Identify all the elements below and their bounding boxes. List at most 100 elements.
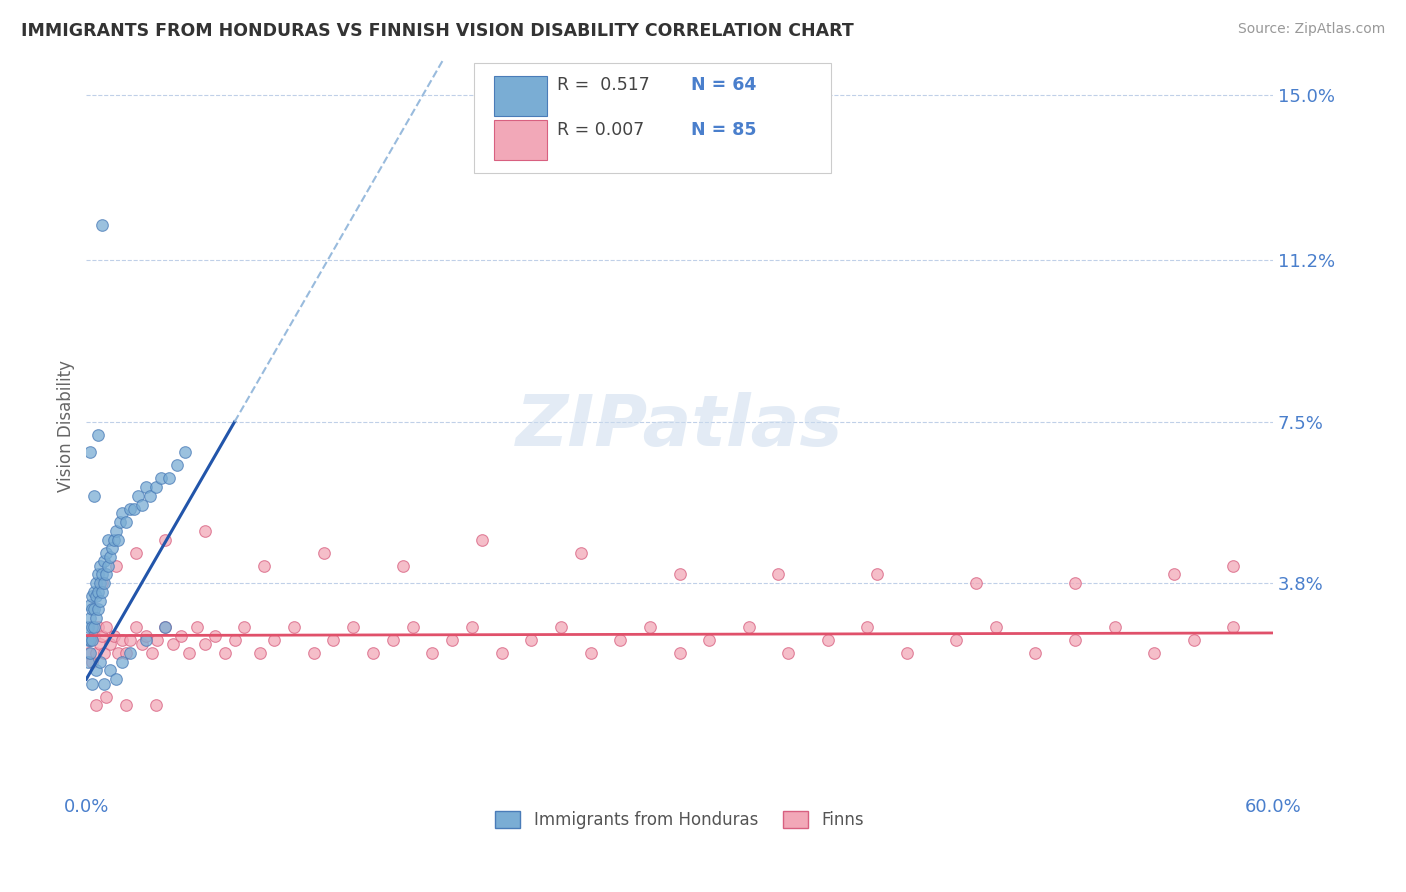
Point: [1163, 567, 1185, 582]
Point: [135, 480, 157, 494]
Point: [98, 637, 121, 651]
Point: [118, 502, 141, 516]
Point: [83, 489, 105, 503]
Text: R = 0.007: R = 0.007: [557, 121, 644, 139]
Point: [550, 620, 572, 634]
Point: [89, 558, 111, 573]
Point: [77, 632, 100, 647]
Point: [145, 480, 167, 494]
Point: [569, 546, 592, 560]
Text: N = 85: N = 85: [692, 121, 756, 139]
Point: [91, 585, 114, 599]
Point: [302, 646, 325, 660]
Point: [233, 620, 256, 634]
Point: [82, 589, 104, 603]
Point: [107, 646, 129, 660]
Point: [668, 646, 690, 660]
Point: [84, 576, 107, 591]
Point: [122, 502, 145, 516]
Point: [84, 698, 107, 713]
Point: [638, 620, 661, 634]
Point: [146, 632, 169, 647]
Point: [155, 620, 177, 634]
Point: [104, 672, 127, 686]
Point: [93, 646, 115, 660]
FancyBboxPatch shape: [474, 62, 831, 173]
Point: [87, 428, 110, 442]
Point: [174, 445, 197, 459]
FancyBboxPatch shape: [495, 77, 547, 116]
Point: [856, 620, 879, 634]
Point: [118, 646, 141, 660]
Point: [131, 498, 153, 512]
Point: [87, 585, 110, 599]
Point: [82, 676, 104, 690]
Point: [94, 546, 117, 560]
Point: [83, 602, 105, 616]
Point: [391, 558, 413, 573]
Point: [111, 507, 134, 521]
Point: [609, 632, 631, 647]
Point: [1222, 558, 1244, 573]
Point: [77, 646, 100, 660]
Point: [135, 629, 157, 643]
Point: [945, 632, 967, 647]
Point: [93, 554, 115, 568]
Point: [82, 620, 104, 634]
Point: [115, 646, 138, 660]
Point: [89, 576, 111, 591]
Point: [135, 632, 157, 647]
Point: [668, 567, 690, 582]
Point: [82, 602, 104, 616]
Point: [381, 632, 404, 647]
Point: [111, 632, 134, 647]
Point: [461, 620, 484, 634]
Point: [127, 489, 149, 503]
Point: [1143, 646, 1166, 660]
Point: [94, 567, 117, 582]
Point: [965, 576, 987, 591]
Point: [249, 646, 271, 660]
Point: [87, 567, 110, 582]
Point: [1064, 576, 1087, 591]
Point: [579, 646, 602, 660]
Point: [97, 558, 120, 573]
Point: [214, 646, 236, 660]
Point: [91, 219, 114, 233]
Point: [104, 524, 127, 538]
Point: [84, 611, 107, 625]
Point: [817, 632, 839, 647]
Point: [322, 632, 344, 647]
Point: [107, 533, 129, 547]
Point: [84, 664, 107, 678]
FancyBboxPatch shape: [495, 120, 547, 160]
Legend: Immigrants from Honduras, Finns: Immigrants from Honduras, Finns: [488, 804, 870, 836]
Point: [896, 646, 918, 660]
Text: ZIPatlas: ZIPatlas: [516, 392, 844, 460]
Point: [491, 646, 513, 660]
Point: [125, 620, 148, 634]
Point: [111, 655, 134, 669]
Y-axis label: Vision Disability: Vision Disability: [58, 360, 75, 492]
Point: [471, 533, 494, 547]
Point: [79, 598, 101, 612]
Point: [155, 533, 177, 547]
Point: [155, 620, 177, 634]
Point: [186, 620, 208, 634]
Point: [1182, 632, 1205, 647]
Point: [108, 515, 131, 529]
Point: [738, 620, 761, 634]
Point: [422, 646, 444, 660]
Point: [401, 620, 423, 634]
Point: [778, 646, 800, 660]
Text: IMMIGRANTS FROM HONDURAS VS FINNISH VISION DISABILITY CORRELATION CHART: IMMIGRANTS FROM HONDURAS VS FINNISH VISI…: [21, 22, 853, 40]
Point: [87, 602, 110, 616]
Point: [103, 533, 125, 547]
Point: [89, 593, 111, 607]
Point: [79, 611, 101, 625]
Point: [283, 620, 305, 634]
Point: [984, 620, 1007, 634]
Point: [1104, 620, 1126, 634]
Point: [83, 585, 105, 599]
Point: [87, 620, 110, 634]
